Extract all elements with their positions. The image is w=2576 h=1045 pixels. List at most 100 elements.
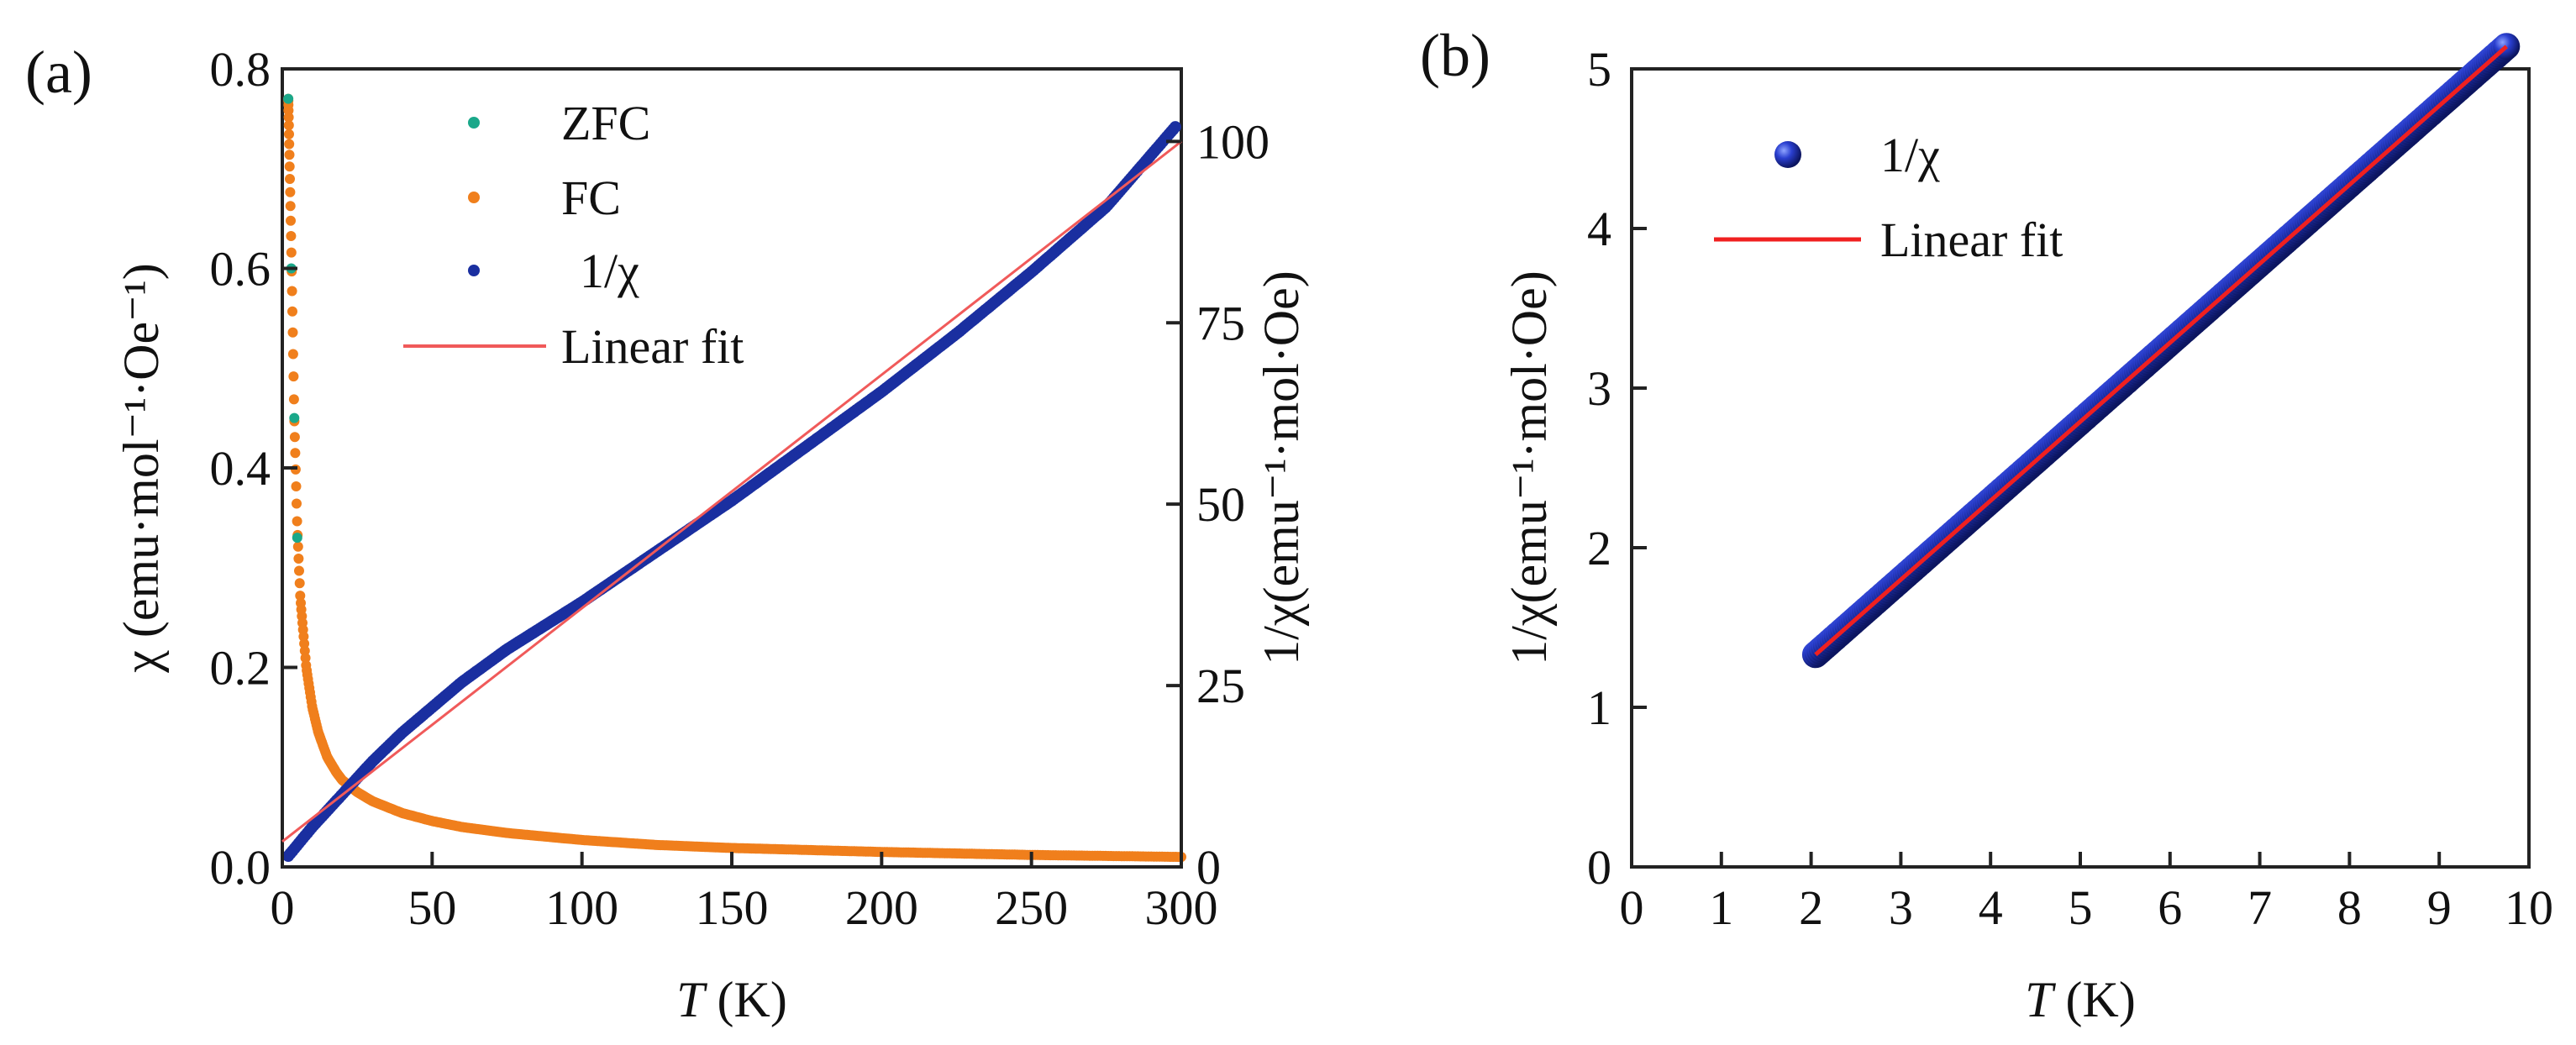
x-tick-label-b: 7 <box>2247 880 2272 935</box>
x-tick-label-a: 0 <box>271 880 295 935</box>
legend-fc-marker <box>468 192 480 203</box>
y-right-tick-label-a: 100 <box>1196 114 1270 169</box>
fc-point <box>284 161 295 172</box>
fc-point <box>283 112 294 123</box>
fc-point <box>291 481 302 491</box>
fc-point <box>287 349 298 360</box>
x-tick-label-b: 10 <box>2505 880 2553 935</box>
x-tick-label-b: 6 <box>2158 880 2182 935</box>
y-left-tick-label-a: 0.0 <box>210 840 271 895</box>
fc-point <box>283 120 294 131</box>
fc-point <box>293 554 304 564</box>
fc-point <box>292 541 303 552</box>
y-axis-left-title-a: χ (emu·mol⁻¹·Oe⁻¹) <box>113 263 169 673</box>
panel-b-label: (b) <box>1420 22 1490 89</box>
x-tick-label-a: 300 <box>1145 880 1218 935</box>
fc-point <box>287 306 297 317</box>
fc-point <box>292 516 302 527</box>
x-tick-label-b: 3 <box>1889 880 1913 935</box>
linear-fit-line-a <box>281 140 1182 843</box>
legend-zfc-label: ZFC <box>561 96 650 150</box>
fc-point <box>294 565 304 576</box>
x-tick-label-b: 1 <box>1709 880 1733 935</box>
inv-chi-point <box>1169 121 1181 134</box>
y-tick-label-b: 2 <box>1587 521 1611 575</box>
fc-point <box>300 653 311 664</box>
x-axis-ticks-b: 0 1 2 3 4 5 6 7 8 9 10 <box>1620 852 2553 935</box>
legend-b-inv-chi-marker <box>1774 141 1801 168</box>
x-tick-label-b: 5 <box>2069 880 2093 935</box>
y-right-tick-label-a: 75 <box>1196 296 1245 350</box>
legend-zfc-marker <box>468 117 480 129</box>
y-left-tick-label-a: 0.4 <box>210 441 271 496</box>
x-axis-title-b: T (K) <box>2025 972 2136 1027</box>
y-tick-label-b: 0 <box>1587 840 1611 895</box>
y-left-tick-label-a: 0.8 <box>210 42 271 97</box>
panel-a: (a) 0 50 100 150 200 250 300 0.00.20.40.60.8 0… <box>25 39 1309 1027</box>
fc-point <box>292 498 302 509</box>
x-axis-ticks-a: 0 50 100 150 200 250 300 <box>271 852 1218 935</box>
x-tick-label-b: 9 <box>2427 880 2452 935</box>
x-tick-label-b: 4 <box>1979 880 2003 935</box>
y-tick-label-b: 3 <box>1587 361 1611 416</box>
y-tick-label-b: 4 <box>1587 202 1611 256</box>
y-axis-title-b: 1/χ(emu⁻¹·mol·Oe) <box>1501 270 1557 664</box>
panel-a-label: (a) <box>25 39 92 106</box>
y-right-tick-label-a: 0 <box>1196 840 1221 895</box>
legend-b: 1/χ Linear fit <box>1714 128 2063 267</box>
fc-point <box>286 215 296 226</box>
legend-b-linear-fit-label: Linear fit <box>1880 213 2063 267</box>
plot-a-marks <box>281 93 1186 863</box>
fc-point <box>284 139 295 150</box>
fc-point <box>284 150 295 160</box>
fc-point <box>285 186 296 197</box>
zfc-point <box>292 533 302 544</box>
x-tick-label-a: 50 <box>407 880 456 935</box>
legend-fc-label: FC <box>561 171 621 225</box>
x-tick-label-b: 0 <box>1620 880 1644 935</box>
zfc-point <box>283 93 294 104</box>
y-left-tick-label-a: 0.6 <box>210 242 271 297</box>
plot-frame-b <box>1630 67 2531 869</box>
fc-point <box>295 591 306 601</box>
fc-point <box>285 201 296 212</box>
fc-point <box>288 371 299 382</box>
y-axis-right-ticks-a: 0 25 50 75 100 <box>1166 114 1270 895</box>
y-axis-ticks-b: 0 1 2 3 4 5 <box>1587 42 1647 895</box>
zfc-point <box>289 412 300 423</box>
fc-point <box>289 432 300 443</box>
linear-fit-line-b <box>1814 45 2508 657</box>
panel-b: (b) 0 1 2 3 4 5 6 7 8 9 10 0 1 2 3 4 5 T (K) 1/χ(emu⁻¹·… <box>1420 22 2553 1027</box>
legend-linear-fit-label: Linear fit <box>561 319 744 374</box>
legend-b-inv-chi-label: 1/χ <box>1880 128 1940 182</box>
y-axis-right-title-a: 1/χ(emu⁻¹·mol·Oe) <box>1254 270 1309 664</box>
y-tick-label-b: 1 <box>1587 680 1611 735</box>
y-right-tick-label-a: 25 <box>1196 659 1245 713</box>
x-tick-label-a: 200 <box>845 880 918 935</box>
x-tick-label-b: 8 <box>2337 880 2362 935</box>
plot-frame-a <box>281 67 1183 869</box>
x-tick-label-a: 100 <box>545 880 618 935</box>
x-tick-label-b: 2 <box>1799 880 1823 935</box>
y-right-tick-label-a: 50 <box>1196 477 1245 532</box>
fc-point <box>287 286 297 297</box>
fc-point <box>286 231 297 241</box>
y-tick-label-b: 5 <box>1587 42 1611 97</box>
fc-point <box>286 247 297 258</box>
x-tick-label-a: 150 <box>696 880 769 935</box>
fc-point <box>287 327 298 338</box>
fc-point <box>284 129 294 139</box>
fc-point <box>288 394 299 405</box>
legend-inv-chi-marker <box>468 265 480 276</box>
legend-a: ZFC FC 1/χ Linear fit <box>403 96 744 374</box>
x-tick-label-a: 250 <box>995 880 1068 935</box>
y-left-tick-label-a: 0.2 <box>210 641 271 696</box>
fc-point <box>290 448 301 459</box>
fc-point <box>294 578 305 589</box>
y-axis-left-ticks-a: 0.0 0.2 0.4 0.6 0.8 <box>210 42 297 895</box>
legend-inv-chi-label: 1/χ <box>580 244 639 298</box>
fc-point <box>299 645 310 656</box>
plot-b-marks <box>1801 33 2521 669</box>
x-axis-title-a: T (K) <box>676 972 787 1027</box>
